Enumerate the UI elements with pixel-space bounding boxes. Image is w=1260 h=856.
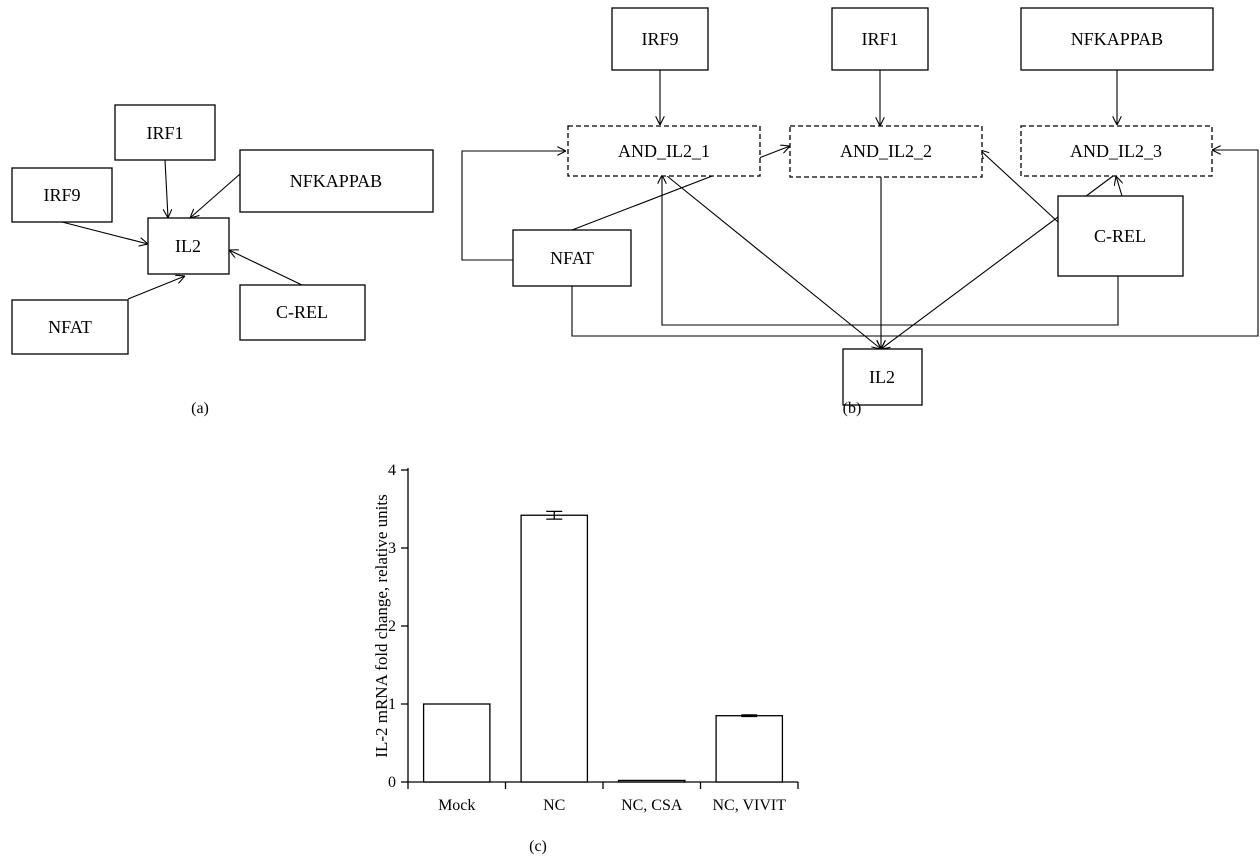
edge-a-irf9-il2 [61,221,148,244]
panel-a-label: (a) [191,400,209,417]
node-a-il2-label: IL2 [175,236,201,256]
node-b-and3-label: AND_IL2_3 [1070,141,1162,161]
node-a-irf9-label: IRF9 [43,185,80,205]
x-category-label: NC, VIVIT [713,797,787,814]
x-category-label: Mock [438,797,475,814]
bar [422,703,491,783]
edge-a-irf1-il2 [165,159,168,218]
node-b-nfkappab: NFKAPPAB [1020,7,1214,71]
node-a-nfat-label: NFAT [48,317,92,337]
panel-c: 0 1 2 3 4 Mock NC NC, CSA NC, VIVIT IL-2 mRNA fo… [372,462,799,855]
node-b-and1-label: AND_IL2_1 [618,141,710,161]
node-b-irf1-label: IRF1 [861,29,898,49]
edge-b-crel-and3 [1116,176,1122,197]
edge-a-nfat-il2 [127,276,185,300]
edge-b-and1-il2 [666,175,881,349]
node-b-nfat: NFAT [512,229,632,287]
node-a-nfat: NFAT [11,299,129,355]
panel-b: IRF9 IRF1 NFKAPPAB AND_IL2_1 AND_IL2_2 A… [461,7,1259,417]
bar [617,779,686,783]
edge-b-nfat-and3 [571,150,1259,337]
node-b-irf9-label: IRF9 [641,29,678,49]
bar [520,514,589,783]
edge-a-crel-il2 [229,250,303,286]
node-b-and2-label: AND_IL2_2 [840,141,932,161]
edge-b-nfat-and1 [461,151,566,261]
node-b-il2-label: IL2 [869,367,895,387]
node-a-nfkappab-label: NFKAPPAB [290,171,382,191]
y-tick-label: 2 [388,618,396,635]
x-category-label: NC [543,797,565,814]
node-b-crel: C-REL [1057,195,1184,277]
node-b-and1: AND_IL2_1 [567,125,761,177]
node-a-irf1-label: IRF1 [146,123,183,143]
panel-a: IRF1 IRF9 NFKAPPAB IL2 NFAT C-REL (a) [11,104,434,417]
y-tick-label: 0 [388,774,396,791]
edge-b-crel-and2 [980,150,1059,223]
edge-b-crel-and1 [662,175,1119,326]
panel-c-label: (c) [529,838,547,855]
edge-a-nfkappab-il2 [190,173,241,218]
node-a-irf9: IRF9 [11,167,113,223]
node-b-nfkappab-label: NFKAPPAB [1071,29,1163,49]
node-b-irf1: IRF1 [831,7,929,71]
x-category-label: NC, CSA [621,797,683,814]
node-a-il2: IL2 [147,217,230,275]
node-a-crel-label: C-REL [276,302,328,322]
panel-b-label: (b) [843,400,862,417]
node-b-and2: AND_IL2_2 [789,125,983,178]
node-a-irf1: IRF1 [114,104,216,161]
node-b-il2: IL2 [842,348,923,406]
bar-chart: 0 1 2 3 4 Mock NC NC, CSA NC, VIVIT [388,462,799,814]
node-a-crel: C-REL [239,284,366,341]
node-b-crel-label: C-REL [1094,226,1146,246]
y-tick-label: 1 [388,696,396,713]
y-tick-label: 4 [388,462,396,479]
node-a-nfkappab: NFKAPPAB [239,149,434,213]
bar [715,715,784,783]
node-b-irf9: IRF9 [611,7,709,71]
node-b-and3: AND_IL2_3 [1020,125,1213,177]
chart-y-axis-label: IL-2 mRNA fold change, relative units [372,494,391,757]
node-b-nfat-label: NFAT [550,248,594,268]
y-tick-label: 3 [388,540,396,557]
